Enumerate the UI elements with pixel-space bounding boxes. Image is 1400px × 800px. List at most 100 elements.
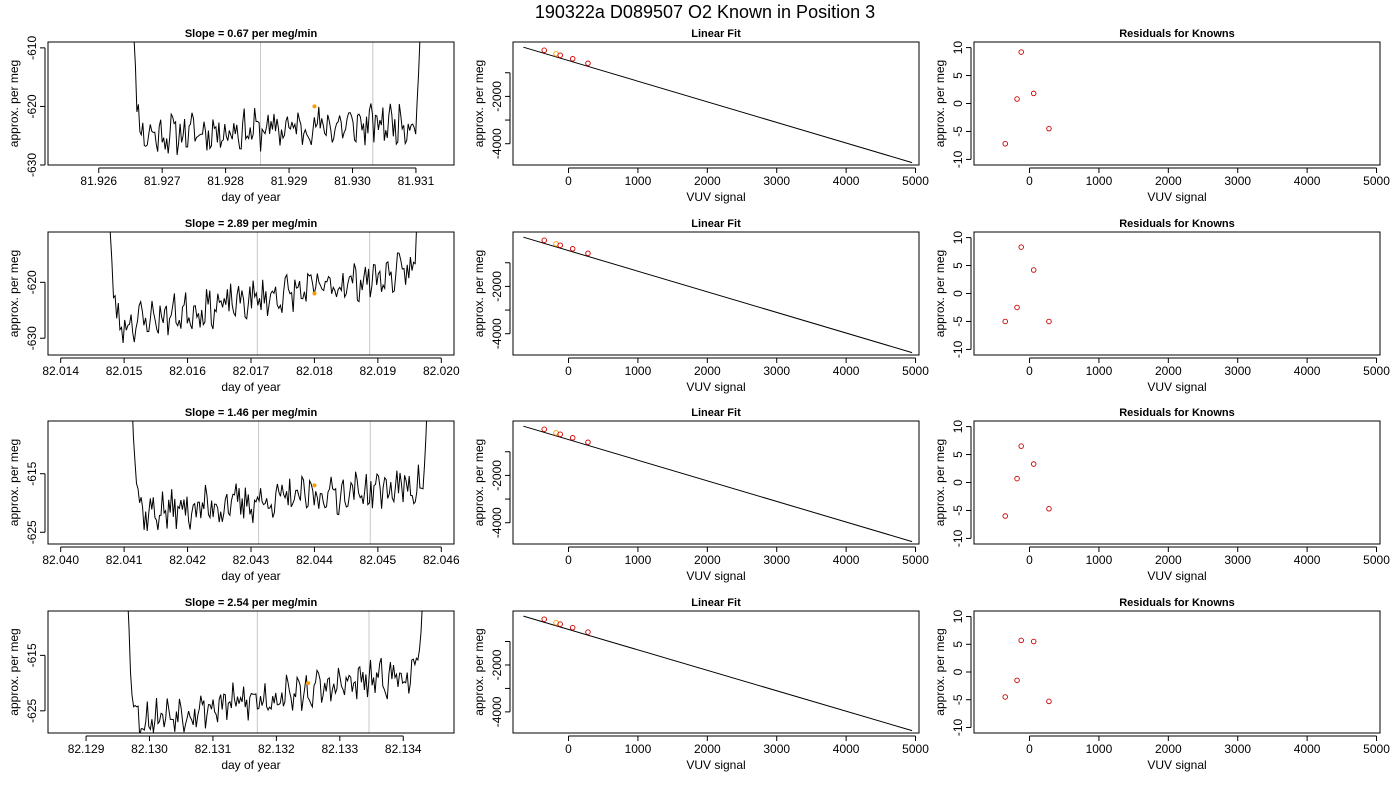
y-tick-label: -4000 — [490, 128, 504, 159]
x-tick-label: 82.131 — [195, 742, 232, 756]
panel-title: Residuals for Knowns — [1119, 597, 1235, 609]
y-tick-label: -4000 — [490, 696, 504, 727]
x-tick-label: 82.043 — [233, 553, 270, 567]
y-tick-label: -2000 — [490, 271, 504, 302]
x-tick-label: 2000 — [694, 174, 721, 188]
fit-point — [541, 616, 547, 622]
plot-frame — [47, 231, 455, 356]
x-tick-label: 0 — [1026, 364, 1033, 378]
residual-point — [1018, 443, 1024, 449]
residual-point — [1002, 513, 1008, 519]
fit-line — [523, 236, 913, 354]
y-tick-label: -615 — [25, 643, 39, 667]
y-tick-label: -625 — [25, 520, 39, 544]
plot-frame — [512, 420, 920, 545]
x-tick-label: 82.134 — [385, 742, 422, 756]
x-tick-label: 0 — [1026, 742, 1033, 756]
x-tick-label: 4000 — [833, 553, 860, 567]
x-axis-label: VUV signal — [686, 569, 745, 583]
y-tick-label: 10 — [951, 231, 965, 245]
x-tick-label: 2000 — [1155, 174, 1182, 188]
x-tick-label: 5000 — [1363, 742, 1390, 756]
y-axis-label: approx. per meg — [472, 439, 486, 526]
panel-timeseries-row-1: Slope = 2.89 per meg/min 82.014 82.015 82.0… — [7, 218, 460, 394]
fit-point — [541, 47, 547, 54]
plot-area — [523, 425, 913, 543]
x-tick-label: 4000 — [1294, 174, 1321, 188]
residual-point — [1030, 90, 1037, 97]
y-axis-label: approx. per meg — [472, 628, 486, 715]
y-axis-label: approx. per meg — [933, 628, 947, 715]
x-tick-label: 82.133 — [321, 742, 358, 756]
panel-title: Linear Fit — [691, 218, 741, 230]
x-axis-label: day of year — [221, 569, 280, 583]
x-axis-label: day of year — [221, 190, 280, 204]
residual-point — [1018, 244, 1024, 250]
x-tick-label: 82.042 — [169, 553, 206, 567]
y-tick-label: -620 — [25, 94, 39, 118]
x-tick-label: 0 — [565, 742, 572, 756]
residual-point — [1002, 694, 1008, 700]
x-tick-label: 82.015 — [106, 364, 143, 378]
x-tick-label: 4000 — [833, 742, 860, 756]
x-tick-label: 3000 — [1224, 364, 1251, 378]
fit-point — [585, 439, 591, 446]
x-tick-label: 81.927 — [144, 174, 181, 188]
panel-title: Residuals for Knowns — [1119, 28, 1235, 40]
x-tick-label: 5000 — [902, 364, 929, 378]
x-tick-label: 3000 — [763, 742, 790, 756]
x-tick-label: 4000 — [1294, 553, 1321, 567]
x-tick-label: 82.130 — [131, 742, 168, 756]
x-tick-label: 5000 — [1363, 174, 1390, 188]
fit-point — [585, 629, 591, 635]
y-axis-label: approx. per meg — [933, 250, 947, 337]
y-axis-label: approx. per meg — [7, 628, 21, 715]
fit-point — [569, 56, 576, 62]
plot-frame — [512, 610, 920, 734]
x-tick-label: 3000 — [763, 553, 790, 567]
y-tick-label: 0 — [951, 100, 965, 107]
y-tick-label: -615 — [25, 461, 39, 485]
y-tick-label: -5 — [951, 694, 965, 705]
x-tick-label: 82.016 — [169, 364, 206, 378]
residual-point — [1014, 475, 1020, 482]
plot-frame — [47, 610, 455, 734]
plot-frame — [512, 231, 920, 356]
x-tick-label: 0 — [1026, 553, 1033, 567]
fit-point — [557, 621, 563, 627]
x-tick-label: 2000 — [694, 553, 721, 567]
fit-point — [569, 246, 576, 252]
y-tick-label: -625 — [25, 698, 39, 722]
x-tick-label: 5000 — [1363, 364, 1390, 378]
fit-point — [569, 624, 576, 631]
highlight-point — [312, 483, 317, 488]
residual-point — [1018, 49, 1024, 55]
x-tick-label: 4000 — [1294, 742, 1321, 756]
panel-timeseries-row-3: Slope = 2.54 per meg/min 82.129 82.130 82.1… — [7, 597, 455, 772]
residual-point — [1002, 318, 1008, 325]
x-tick-label: 3000 — [763, 174, 790, 188]
x-tick-label: 82.040 — [42, 553, 79, 567]
x-tick-label: 1000 — [1086, 553, 1113, 567]
plot-area — [132, 421, 428, 544]
panel-title: Linear Fit — [691, 28, 741, 40]
x-tick-label: 3000 — [763, 364, 790, 378]
y-tick-label: 0 — [951, 479, 965, 486]
plot-area — [523, 46, 913, 164]
plot-frame — [47, 41, 455, 166]
fit-point — [585, 250, 591, 257]
panel-linear-fit-row-2: Linear Fit 0 1000 2000 3000 4000 5000 VUV signa… — [472, 407, 929, 583]
x-tick-label: 81.926 — [80, 174, 117, 188]
x-tick-label: 82.129 — [68, 742, 105, 756]
y-tick-label: -610 — [25, 36, 39, 60]
residual-point — [1046, 698, 1052, 705]
y-tick-label: -2000 — [490, 649, 504, 680]
fit-point — [557, 242, 563, 248]
x-tick-label: 82.044 — [296, 553, 333, 567]
x-tick-label: 4000 — [1294, 364, 1321, 378]
plot-frame — [512, 41, 920, 166]
fit-point — [585, 60, 591, 67]
plot-area — [523, 236, 913, 354]
y-tick-label: 0 — [951, 668, 965, 675]
residual-point — [1014, 304, 1020, 311]
